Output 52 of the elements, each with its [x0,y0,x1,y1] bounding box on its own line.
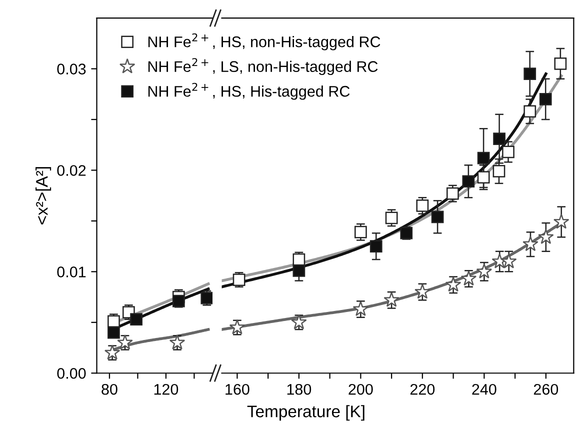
y-tick-label: 0.00 [57,368,86,379]
point [554,58,567,70]
point [108,326,120,339]
x-axis-title: Temperature [K] [247,405,364,421]
point [476,263,492,278]
point [539,93,552,106]
point [292,264,306,277]
legend-label: NH Fe$^{2+}$, LS, non-His-tagged RC [148,58,378,76]
point [462,175,475,188]
x-tick-label: 80 [102,384,118,395]
point [291,314,307,330]
point [169,334,186,350]
point [538,228,554,244]
point [553,214,570,229]
point [385,212,398,224]
point [524,105,536,118]
point [416,200,429,212]
point [446,187,459,200]
point [493,132,506,145]
point [117,334,133,350]
point [445,276,462,292]
x-tick-label: 160 [226,384,250,395]
x-tick-label: 200 [348,384,373,395]
x-tick-label: 180 [287,384,312,395]
x-tick-label: 120 [154,384,178,395]
x-tick-label: 260 [534,384,558,395]
legend-label: NH Fe$^{2+}$, HS, non-His-tagged RC [148,33,380,50]
point [370,240,382,252]
x-tick-label: 240 [472,384,496,395]
point [352,300,369,316]
point [384,292,400,307]
y-tick-label: 0.01 [57,266,86,278]
point [500,253,517,268]
legend-label: NH Fe$^{2+}$, HS, His-tagged RC [148,82,350,100]
point [477,152,490,164]
point [477,171,490,184]
point [524,68,536,80]
point [130,313,142,326]
point [502,146,514,158]
point [492,165,506,178]
point [414,284,430,299]
point [172,294,185,308]
point [229,319,246,334]
point [460,270,477,286]
point [431,210,444,224]
y-tick-label: 0.03 [57,64,86,74]
point [104,344,120,360]
point [354,226,367,238]
y-axis-title: <x²>[A²] [36,167,52,224]
y-tick-label: 0.02 [57,165,86,176]
point [522,236,538,252]
x-tick-label: 220 [410,384,435,395]
